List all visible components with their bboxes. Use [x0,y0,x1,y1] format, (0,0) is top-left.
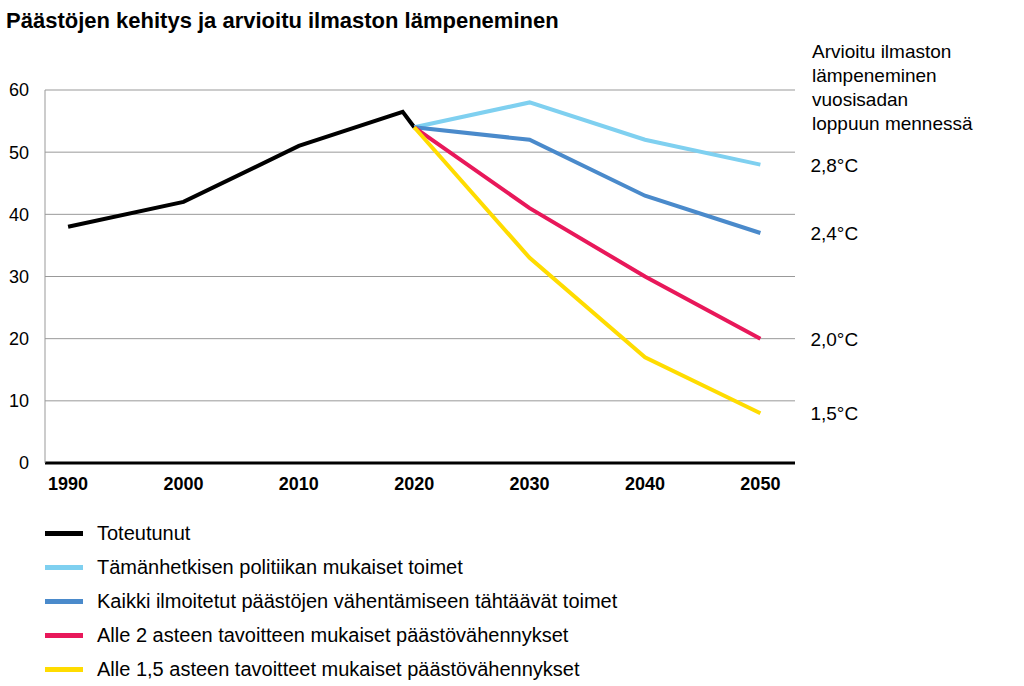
svg-text:2,8°C: 2,8°C [810,155,858,176]
html-text:Päästöjen kehitys ja arvioitu: Päästöjen kehitys ja arvioitu ilmaston l… [6,8,559,33]
svg-text:40: 40 [9,205,29,225]
svg-text:50: 50 [9,143,29,163]
svg-text:0: 0 [19,453,29,473]
svg-text:2,4°C: 2,4°C [810,223,858,244]
html-text:Alle 1,5 asteen tavoitteet muk: Alle 1,5 asteen tavoitteet mukaiset pääs… [97,657,580,680]
html-text:Arvioitu ilmaston: Arvioitu ilmaston [812,41,952,62]
svg-text:20: 20 [9,329,29,349]
svg-text:2050: 2050 [740,474,780,494]
svg-text:2030: 2030 [510,474,550,494]
svg-text:30: 30 [9,267,29,287]
svg-text:60: 60 [9,80,29,100]
svg-text:1990: 1990 [48,474,88,494]
html-text:Tämänhetkisen politiikan mukai: Tämänhetkisen politiikan mukaiset toimet [97,555,463,578]
html-text:Toteutunut: Toteutunut [97,521,191,544]
svg-text:2040: 2040 [625,474,665,494]
svg-text:2020: 2020 [394,474,434,494]
svg-text:2,0°C: 2,0°C [810,329,858,350]
svg-text:10: 10 [9,391,29,411]
html-text:Kaikki ilmoitetut päästöjen vä: Kaikki ilmoitetut päästöjen vähentämisee… [97,589,618,612]
svg-text:2000: 2000 [163,474,203,494]
svg-text:2010: 2010 [279,474,319,494]
html-text:loppuun mennessä: loppuun mennessä [812,113,973,134]
html-text:vuosisadan: vuosisadan [812,89,909,110]
html-text:lämpeneminen: lämpeneminen [812,65,937,86]
svg-text:1,5°C: 1,5°C [810,403,858,424]
html-text:Alle 2 asteen tavoitteen mukai: Alle 2 asteen tavoitteen mukaiset päästö… [97,623,569,646]
